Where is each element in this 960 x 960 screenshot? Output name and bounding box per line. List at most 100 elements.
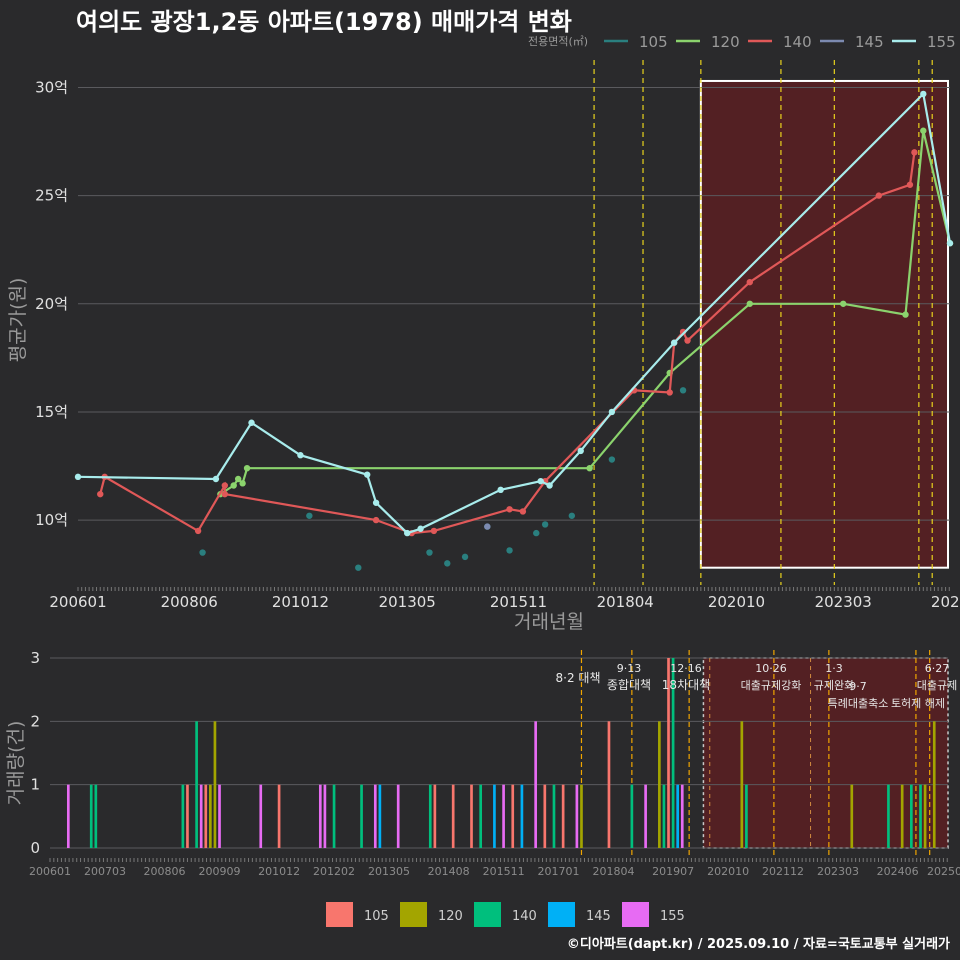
bar-140 <box>662 784 666 848</box>
data-point-105 <box>426 549 433 556</box>
x-tick-label: 201202 <box>313 865 355 878</box>
data-point-120 <box>746 300 753 307</box>
bar-105 <box>204 784 208 848</box>
data-point-140 <box>906 181 914 188</box>
data-point-105 <box>355 564 362 571</box>
bar-145 <box>378 784 382 848</box>
credit-text: ©디아파트(dapt.kr) / 2025.09.10 / 자료=국토교통부 실… <box>566 937 950 952</box>
x-tick-label: 200601 <box>49 593 106 611</box>
data-point-105 <box>444 560 451 567</box>
data-point-120 <box>902 311 909 318</box>
policy-label-p7: 토허제 해제 <box>891 696 945 710</box>
bar-155 <box>199 784 203 848</box>
data-point-140 <box>911 149 918 156</box>
x-tick-label: 201012 <box>258 865 300 878</box>
bar-105 <box>451 784 455 848</box>
data-point-155 <box>537 477 544 485</box>
bar-140 <box>887 784 890 848</box>
policy-label-p4: 대출규제강화 <box>741 679 802 692</box>
x-tick-label: 202406 <box>877 865 919 878</box>
bar-140 <box>552 784 556 848</box>
x-tick-label: 201012 <box>272 593 329 611</box>
data-point-155 <box>608 408 616 416</box>
data-point-140 <box>519 508 527 515</box>
data-point-120 <box>234 475 242 483</box>
bar-140 <box>332 784 336 848</box>
data-point-105 <box>608 456 616 463</box>
x-tick-label: 202010 <box>708 593 765 611</box>
y-tick-label: 3 <box>30 649 40 667</box>
bottom-legend: 105 120 140 145 155 <box>326 902 685 927</box>
bar-140 <box>360 784 363 848</box>
bar-140 <box>94 784 98 848</box>
x-tick-label: 201804 <box>593 865 635 878</box>
y-tick-label: 15억 <box>35 403 68 421</box>
x-tick-label: 200806 <box>144 865 186 878</box>
data-point-140 <box>221 482 229 489</box>
policy-label-p1: 8·2 대책 <box>556 670 601 685</box>
bar-105 <box>433 784 437 848</box>
x-tick-label: 2025 <box>931 593 960 611</box>
data-point-140 <box>430 527 438 535</box>
data-point-105 <box>679 387 687 394</box>
data-point-120 <box>239 480 246 487</box>
x-tick-label: 202507 <box>927 865 960 878</box>
bar-105 <box>667 658 670 848</box>
legend-title: 전용면적(㎡) <box>528 35 588 48</box>
data-point-155 <box>363 471 371 478</box>
data-point-155 <box>946 240 954 247</box>
bar-155 <box>373 784 377 848</box>
bar-105 <box>470 784 473 848</box>
bar-155 <box>396 784 400 848</box>
bar-155 <box>502 784 505 848</box>
data-point-155 <box>248 419 255 426</box>
x-tick-label: 202112 <box>762 865 804 878</box>
bar-140 <box>671 658 675 848</box>
data-point-155 <box>670 339 678 346</box>
data-point-155 <box>74 473 82 481</box>
data-point-155 <box>372 499 380 506</box>
bar-105 <box>607 721 611 848</box>
legend-swatch-155 <box>622 902 649 927</box>
data-point-140 <box>875 192 883 199</box>
bar-105 <box>543 784 547 848</box>
policy-label-p6: 9·7 <box>849 680 867 693</box>
chart-title: 여의도 광장1,2동 아파트(1978) 매매가격 변화 <box>76 8 572 36</box>
data-point-140 <box>221 490 229 498</box>
bar-145 <box>676 784 680 848</box>
data-point-105 <box>541 521 549 528</box>
data-point-105 <box>306 512 313 519</box>
y-tick-label: 0 <box>30 839 40 857</box>
legend-label-140: 140 <box>783 33 812 51</box>
bar-120 <box>932 721 936 848</box>
highlight-region <box>699 79 949 569</box>
y-tick-label: 20억 <box>35 295 68 313</box>
data-point-105 <box>568 512 576 519</box>
legend-label-155: 155 <box>927 33 956 51</box>
bar-155 <box>680 784 684 848</box>
data-point-120 <box>840 300 847 307</box>
policy-label-p2: 9·13 <box>617 662 642 675</box>
x-tick-label: 201804 <box>597 593 654 611</box>
bar-140 <box>89 784 93 848</box>
bar-155 <box>644 784 647 848</box>
data-point-155 <box>297 452 304 459</box>
highlight-region <box>702 657 949 849</box>
policy-label-p2: 종합대책 <box>607 677 651 692</box>
x-tick-label: 201907 <box>652 865 694 878</box>
data-point-140 <box>684 337 691 344</box>
data-point-155 <box>546 482 553 489</box>
legend-swatch-120 <box>400 902 427 927</box>
data-point-140 <box>506 506 513 513</box>
x-tick-label: 201305 <box>379 593 436 611</box>
legend-label-145: 145 <box>855 33 884 51</box>
policy-label-p3: 12·16 <box>670 662 702 675</box>
data-point-140 <box>372 516 380 524</box>
bar-120 <box>900 784 904 848</box>
legend-label-155: 155 <box>660 909 685 924</box>
legend-label-105: 105 <box>639 33 668 51</box>
legend-label-140: 140 <box>512 909 537 924</box>
bar-120 <box>850 784 854 848</box>
data-point-140 <box>97 490 104 498</box>
data-point-155 <box>404 529 411 537</box>
